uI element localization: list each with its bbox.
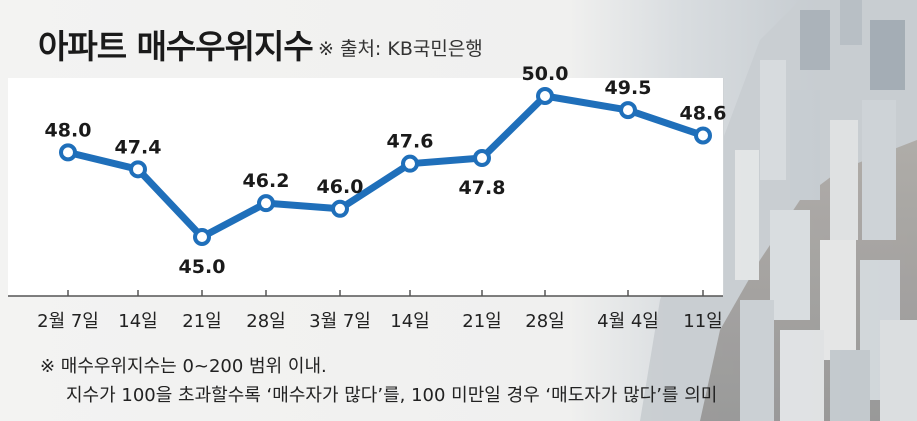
data-point-marker: [401, 154, 419, 173]
x-tick-label: 28일: [525, 311, 564, 332]
data-point-marker: [331, 199, 349, 218]
x-tick-label: 11일: [683, 311, 722, 332]
data-label: 48.0: [45, 119, 92, 141]
data-label: 46.0: [317, 176, 364, 198]
data-label: 48.6: [680, 102, 727, 124]
x-tick-label: 21일: [182, 311, 221, 332]
x-tick-label: 14일: [118, 311, 157, 332]
footnote-meaning: 지수가 100을 초과할수록 ‘매수자가 많다’를, 100 미만일 경우 ‘매…: [66, 385, 718, 406]
x-tick-label: 28일: [246, 311, 285, 332]
data-point-marker: [59, 143, 77, 162]
data-point-marker: [129, 160, 147, 179]
data-label: 47.8: [459, 177, 506, 199]
data-point-marker: [473, 149, 491, 168]
data-label: 47.4: [115, 136, 162, 158]
chart-title: 아파트 매수우위지수: [38, 27, 314, 66]
data-point-marker: [694, 126, 712, 145]
data-label: 50.0: [522, 63, 569, 85]
chart-plot-area: [8, 78, 724, 296]
x-tick-label: 3월 7일: [309, 311, 371, 332]
data-point-marker: [193, 228, 211, 246]
x-tick-label: 21일: [462, 311, 501, 332]
series-line: [64, 92, 707, 241]
data-point-marker: [619, 101, 637, 120]
x-tick-label: 4월 4일: [597, 311, 659, 332]
chart-source: ※ 출처: KB국민은행: [318, 38, 483, 60]
x-tick-label: 2월 7일: [37, 311, 99, 332]
data-point-marker: [257, 194, 275, 213]
x-tick-label: 14일: [390, 311, 429, 332]
data-point-marker: [536, 87, 554, 105]
data-label: 45.0: [179, 256, 226, 278]
footnote-range: ※ 매수우위지수는 0~200 범위 이내.: [40, 356, 327, 377]
data-label: 49.5: [605, 77, 652, 99]
data-label: 47.6: [387, 131, 434, 153]
data-label: 46.2: [243, 170, 290, 192]
